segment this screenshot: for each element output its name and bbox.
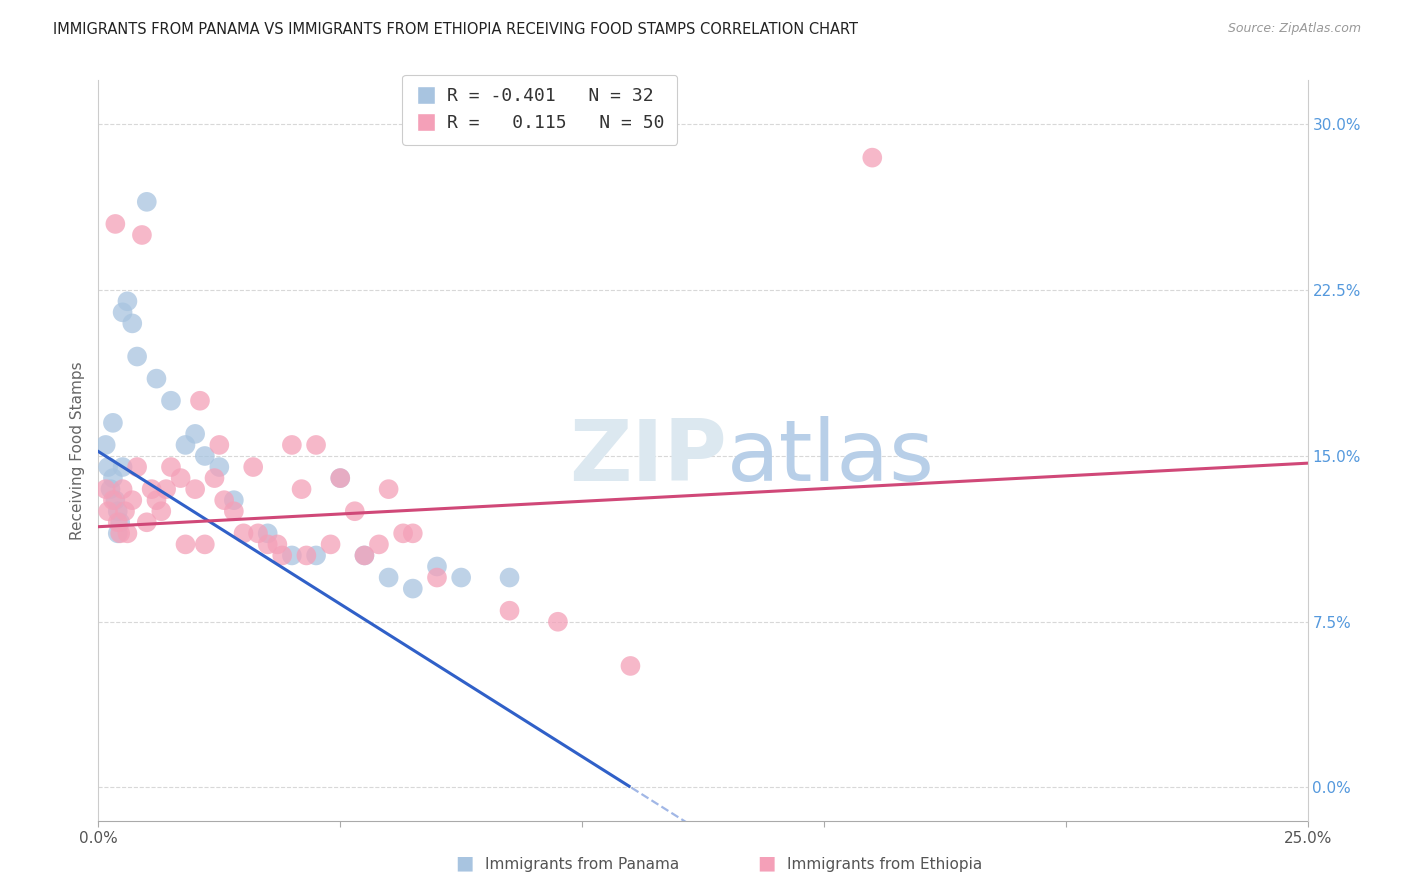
Point [108,516,131,530]
Point [256,526,278,541]
Point [212,493,235,508]
Point [266,537,288,551]
Point [104,493,127,508]
Point [117,526,139,541]
Point [547,615,569,629]
Point [426,570,449,584]
Point [145,493,167,508]
Point [155,482,177,496]
Text: atlas: atlas [727,417,935,500]
Point [145,371,167,385]
Point [256,537,278,551]
Point [121,493,143,508]
Point [127,350,149,364]
Point [111,482,134,496]
Point [498,604,520,618]
Point [108,526,131,541]
Point [377,482,399,496]
Point [402,582,425,596]
Point [368,537,391,551]
Text: ■: ■ [756,854,776,872]
Point [97,460,120,475]
Text: Immigrants from Ethiopia: Immigrants from Ethiopia [787,857,983,872]
Point [107,516,129,530]
Point [160,460,183,475]
Point [305,549,328,563]
Point [101,416,124,430]
Text: Immigrants from Panama: Immigrants from Panama [485,857,679,872]
Point [232,526,254,541]
Point [329,471,352,485]
Point [426,559,449,574]
Point [208,460,231,475]
Point [104,217,127,231]
Point [127,460,149,475]
Text: Source: ZipAtlas.com: Source: ZipAtlas.com [1227,22,1361,36]
Point [150,504,173,518]
Point [392,526,415,541]
Point [204,471,226,485]
Point [498,570,520,584]
Point [169,471,191,485]
Point [97,504,120,518]
Point [131,227,153,242]
Text: IMMIGRANTS FROM PANAMA VS IMMIGRANTS FROM ETHIOPIA RECEIVING FOOD STAMPS CORRELA: IMMIGRANTS FROM PANAMA VS IMMIGRANTS FRO… [53,22,859,37]
Point [208,438,231,452]
Point [450,570,472,584]
Y-axis label: Receiving Food Stamps: Receiving Food Stamps [69,361,84,540]
Point [94,438,117,452]
Point [101,493,124,508]
Point [281,438,304,452]
Point [295,549,318,563]
Point [117,294,139,309]
Point [242,460,264,475]
Point [111,460,134,475]
Text: ■: ■ [454,854,474,872]
Point [101,471,124,485]
Point [343,504,366,518]
Point [194,449,217,463]
Point [135,194,157,209]
Point [353,549,375,563]
Point [305,438,328,452]
Point [222,504,245,518]
Point [111,305,134,319]
Point [281,549,304,563]
Text: ZIP: ZIP [569,417,727,500]
Point [100,482,122,496]
Point [141,482,163,496]
Point [319,537,342,551]
Point [174,537,197,551]
Point [222,493,245,508]
Point [121,317,143,331]
Point [135,516,157,530]
Point [188,393,211,408]
Legend: R = -0.401   N = 32, R =   0.115   N = 50: R = -0.401 N = 32, R = 0.115 N = 50 [402,75,678,145]
Point [290,482,312,496]
Point [353,549,375,563]
Point [184,482,207,496]
Point [377,570,399,584]
Point [271,549,294,563]
Point [107,504,129,518]
Point [329,471,352,485]
Point [247,526,270,541]
Point [194,537,217,551]
Point [402,526,425,541]
Point [114,504,136,518]
Point [174,438,197,452]
Point [107,526,129,541]
Point [619,659,641,673]
Point [94,482,117,496]
Point [160,393,183,408]
Point [860,151,883,165]
Point [184,426,207,441]
